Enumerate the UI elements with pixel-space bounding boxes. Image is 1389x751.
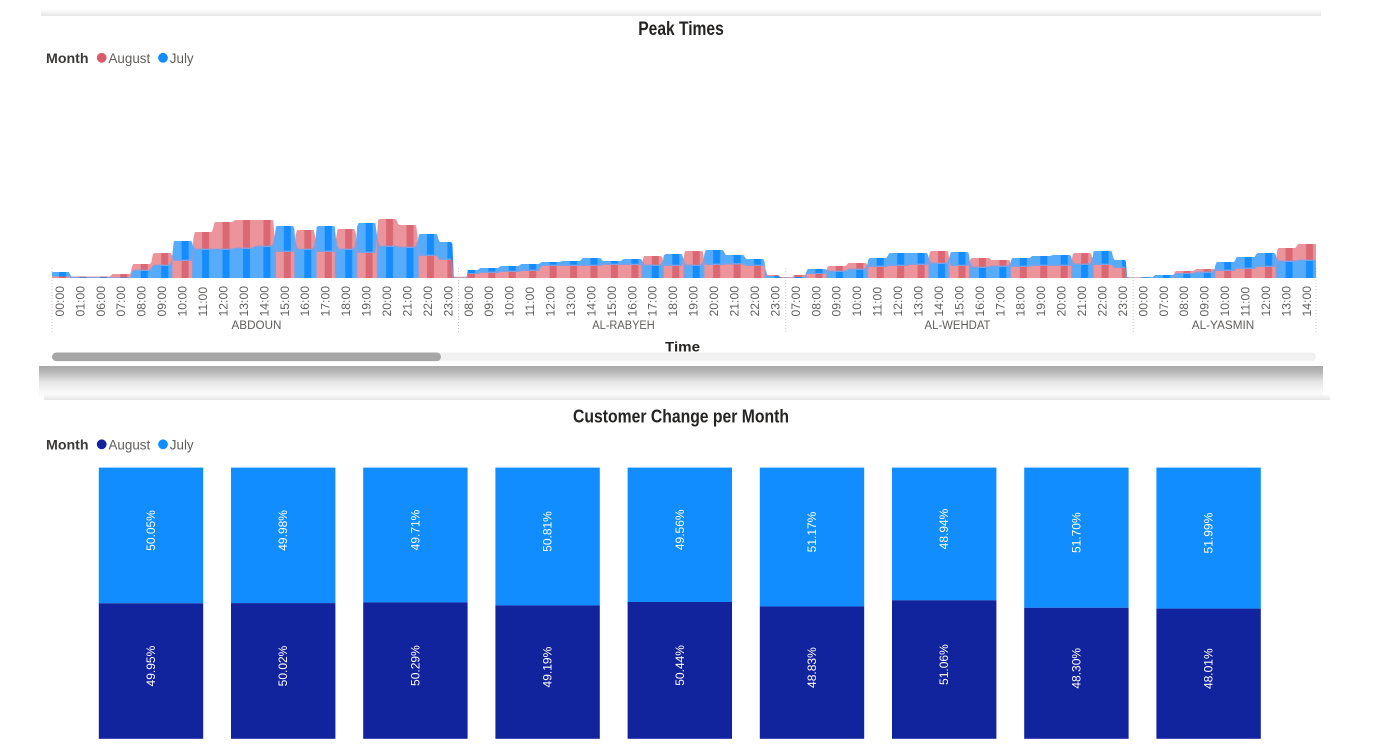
svg-text:00:00: 00:00 <box>1136 286 1150 317</box>
svg-text:07:00: 07:00 <box>114 286 128 317</box>
svg-text:22:00: 22:00 <box>748 286 762 317</box>
svg-text:AL-WEHDAT: AL-WEHDAT <box>925 318 991 332</box>
svg-text:50.44%: 50.44% <box>673 645 687 686</box>
svg-text:07:00: 07:00 <box>789 286 803 317</box>
svg-text:19:00: 19:00 <box>360 286 374 317</box>
svg-text:48.01%: 48.01% <box>1202 648 1216 689</box>
svg-text:AL-RABYEH: AL-RABYEH <box>592 318 655 332</box>
svg-text:15:00: 15:00 <box>278 286 292 317</box>
svg-text:July: July <box>170 51 194 66</box>
svg-text:49.56%: 49.56% <box>673 509 687 550</box>
svg-text:49.98%: 49.98% <box>276 510 290 551</box>
svg-text:08:00: 08:00 <box>462 286 476 317</box>
svg-text:19:00: 19:00 <box>1034 286 1048 317</box>
svg-text:11:00: 11:00 <box>196 287 210 317</box>
svg-text:16:00: 16:00 <box>973 286 987 317</box>
svg-text:13:00: 13:00 <box>237 286 251 317</box>
svg-text:09:00: 09:00 <box>830 286 844 317</box>
svg-text:51.17%: 51.17% <box>805 511 819 552</box>
svg-text:Month: Month <box>46 438 89 454</box>
svg-text:12:00: 12:00 <box>1259 286 1273 317</box>
svg-text:18:00: 18:00 <box>666 286 680 317</box>
svg-text:12:00: 12:00 <box>891 286 905 317</box>
svg-text:51.70%: 51.70% <box>1069 512 1083 553</box>
svg-text:06:00: 06:00 <box>94 286 108 317</box>
svg-text:14:00: 14:00 <box>932 286 946 317</box>
svg-text:09:00: 09:00 <box>155 286 169 317</box>
svg-text:14:00: 14:00 <box>257 286 271 317</box>
svg-text:10:00: 10:00 <box>503 286 517 317</box>
svg-text:20:00: 20:00 <box>707 286 721 317</box>
svg-text:23:00: 23:00 <box>441 286 455 317</box>
svg-text:10:00: 10:00 <box>1218 286 1232 317</box>
svg-text:21:00: 21:00 <box>1075 286 1089 317</box>
svg-text:50.05%: 50.05% <box>144 510 158 551</box>
svg-text:20:00: 20:00 <box>380 286 394 317</box>
svg-text:09:00: 09:00 <box>1198 286 1212 317</box>
svg-text:09:00: 09:00 <box>482 286 496 317</box>
svg-text:Peak Times: Peak Times <box>638 19 724 40</box>
svg-text:23:00: 23:00 <box>768 286 782 317</box>
svg-text:22:00: 22:00 <box>1096 286 1110 317</box>
svg-text:17:00: 17:00 <box>993 286 1007 317</box>
svg-text:22:00: 22:00 <box>421 286 435 317</box>
svg-text:16:00: 16:00 <box>625 286 639 317</box>
svg-text:August: August <box>109 51 151 66</box>
svg-text:50.02%: 50.02% <box>276 645 290 686</box>
svg-text:15:00: 15:00 <box>605 286 619 317</box>
svg-text:18:00: 18:00 <box>339 286 353 317</box>
svg-text:Time: Time <box>665 339 700 355</box>
svg-text:48.94%: 48.94% <box>937 508 951 549</box>
svg-text:01:00: 01:00 <box>73 286 87 317</box>
svg-text:14:00: 14:00 <box>1300 286 1314 317</box>
svg-text:08:00: 08:00 <box>1177 286 1191 317</box>
svg-text:Month: Month <box>46 51 89 67</box>
svg-text:07:00: 07:00 <box>1157 286 1171 317</box>
svg-text:10:00: 10:00 <box>176 286 190 317</box>
svg-text:14:00: 14:00 <box>584 286 598 317</box>
svg-text:17:00: 17:00 <box>646 286 660 317</box>
svg-text:49.19%: 49.19% <box>541 646 555 687</box>
svg-text:21:00: 21:00 <box>728 286 742 317</box>
svg-text:19:00: 19:00 <box>687 286 701 317</box>
svg-text:23:00: 23:00 <box>1116 286 1130 317</box>
svg-text:48.30%: 48.30% <box>1069 648 1083 689</box>
svg-text:51.06%: 51.06% <box>937 644 951 685</box>
svg-text:12:00: 12:00 <box>216 286 230 317</box>
svg-text:13:00: 13:00 <box>912 286 926 317</box>
svg-text:13:00: 13:00 <box>564 286 578 317</box>
svg-text:08:00: 08:00 <box>135 286 149 317</box>
svg-text:ABDOUN: ABDOUN <box>232 318 282 332</box>
svg-text:50.81%: 50.81% <box>541 511 555 552</box>
svg-text:49.95%: 49.95% <box>144 645 158 686</box>
svg-text:July: July <box>170 438 194 453</box>
svg-text:51.99%: 51.99% <box>1202 512 1216 553</box>
svg-text:17:00: 17:00 <box>319 286 333 317</box>
svg-text:August: August <box>109 438 151 453</box>
svg-text:00:00: 00:00 <box>53 286 67 317</box>
svg-text:13:00: 13:00 <box>1280 286 1294 317</box>
svg-text:12:00: 12:00 <box>544 286 558 317</box>
svg-text:11:00: 11:00 <box>523 287 537 317</box>
svg-text:11:00: 11:00 <box>871 287 885 317</box>
svg-text:16:00: 16:00 <box>298 286 312 317</box>
svg-text:20:00: 20:00 <box>1055 286 1069 317</box>
svg-text:08:00: 08:00 <box>809 286 823 317</box>
svg-text:Customer Change per Month: Customer Change per Month <box>573 407 789 427</box>
svg-text:49.71%: 49.71% <box>408 509 422 550</box>
svg-text:18:00: 18:00 <box>1014 286 1028 317</box>
svg-text:10:00: 10:00 <box>850 286 864 317</box>
svg-text:15:00: 15:00 <box>952 286 966 317</box>
svg-text:AL-YASMIN: AL-YASMIN <box>1192 318 1255 332</box>
svg-text:48.83%: 48.83% <box>805 647 819 688</box>
svg-text:50.29%: 50.29% <box>408 645 422 686</box>
svg-text:11:00: 11:00 <box>1239 287 1253 317</box>
svg-text:21:00: 21:00 <box>400 286 414 317</box>
